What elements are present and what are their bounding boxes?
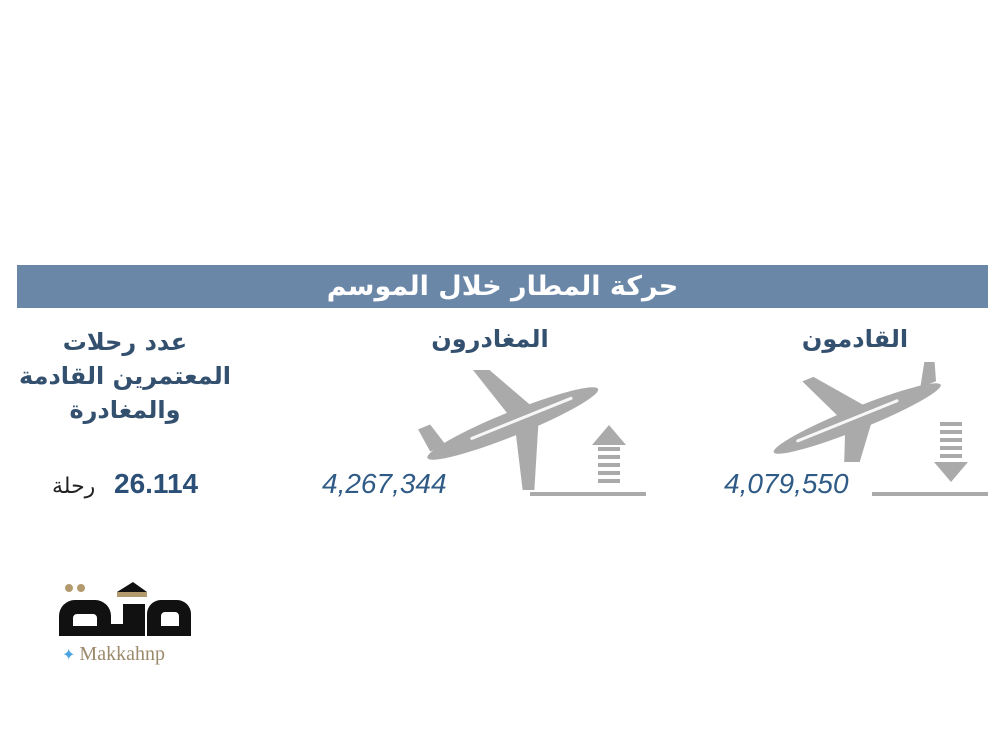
departures-label: المغادرون <box>431 325 549 353</box>
arrivals-label: القادمون <box>801 325 909 353</box>
flights-value: 26.114 <box>114 468 199 499</box>
flights-label-line: المعتمرين القادمة <box>19 362 231 390</box>
flights-label-line: عدد رحلات <box>62 328 188 356</box>
flights-label-line: والمغادرة <box>69 396 181 424</box>
departures-ground-line <box>530 492 646 496</box>
twitter-icon: ✦ <box>62 645 76 664</box>
page-title: حركة المطار خلال الموسم <box>326 271 679 302</box>
departures-value: 4,267,344 <box>322 468 447 499</box>
flights-label: عدد رحلات المعتمرين القادمة والمغادرة <box>10 325 240 427</box>
plane-takeoff-icon <box>418 370 599 490</box>
arrivals-ground-line <box>872 492 988 496</box>
plane-landing-icon <box>773 362 941 462</box>
arrow-down-icon <box>934 422 968 482</box>
flights-unit: رحلة <box>52 474 96 499</box>
logo <box>55 580 205 642</box>
logo-handle: ✦ Makkahnp <box>62 643 165 665</box>
arrivals-value: 4,079,550 <box>724 468 849 499</box>
arrow-up-icon <box>592 425 626 483</box>
logo-mark <box>59 582 191 636</box>
title-banner: حركة المطار خلال الموسم <box>17 265 988 308</box>
